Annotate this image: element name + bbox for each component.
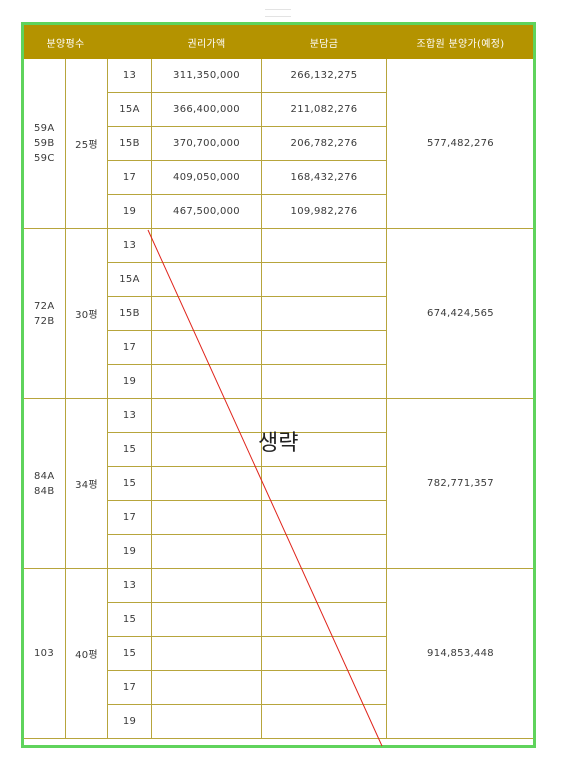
member-price-cell: 914,853,448 [386, 568, 535, 739]
member-price-cell: 577,482,276 [386, 58, 535, 229]
floor-cell: 15B [107, 126, 152, 161]
floor-cell: 17 [107, 670, 152, 705]
share-cell: 266,132,275 [261, 58, 387, 93]
header-right-value: 권리가액 [151, 25, 262, 59]
floor-cell: 15A [107, 92, 152, 127]
member-price-cell: 674,424,565 [386, 228, 535, 399]
share-cell: 109,982,276 [261, 194, 387, 229]
table-row: 19 467,500,000 109,982,276 [24, 194, 535, 229]
header-member-price: 조합원 분양가(예정) [386, 25, 535, 59]
floor-cell: 13 [107, 58, 152, 93]
floor-cell: 15 [107, 432, 152, 467]
unit-size-cell: 30평 [65, 228, 108, 399]
table-row: 59A 59B 59C 25평 13 311,350,000 266,132,275 577,… [23, 58, 535, 229]
header-share: 분담금 [261, 25, 387, 59]
member-price-cell: 782,771,357 [386, 398, 535, 569]
top-handle-mark [265, 9, 291, 17]
floor-cell: 15A [107, 262, 152, 297]
table-row: 17 409,050,000 168,432,276 [24, 160, 535, 195]
unit-type-cell: 103 [23, 568, 66, 739]
header-size: 분양평수 [23, 25, 108, 59]
table-row: 15B 370,700,000 206,782,276 [24, 126, 535, 161]
selection-frame [21, 22, 536, 748]
floor-cell: 15 [107, 466, 152, 501]
header-row: 분양평수 권리가액 분담금 조합원 분양가(예정) [23, 25, 535, 59]
right-value-cell: 467,500,000 [151, 194, 262, 229]
floor-cell: 13 [107, 568, 152, 603]
unit-type-cell: 84A 84B [23, 398, 66, 569]
omitted-note: 생략 [258, 431, 299, 456]
floor-cell: 17 [107, 500, 152, 535]
share-cell: 168,432,276 [261, 160, 387, 195]
floor-cell: 15 [107, 636, 152, 671]
unit-size-cell: 25평 [65, 58, 108, 229]
right-value-cell: 370,700,000 [151, 126, 262, 161]
